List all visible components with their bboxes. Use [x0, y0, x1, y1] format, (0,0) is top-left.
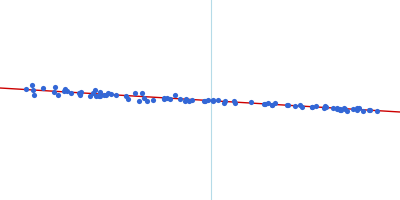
Point: [172, 93, 178, 96]
Point: [77, 94, 83, 97]
Point: [309, 106, 316, 109]
Point: [231, 100, 237, 103]
Point: [342, 108, 349, 111]
Point: [262, 102, 268, 105]
Point: [322, 105, 328, 108]
Point: [89, 91, 96, 95]
Point: [167, 97, 174, 101]
Point: [176, 98, 183, 101]
Point: [269, 104, 276, 107]
Point: [334, 106, 340, 109]
Point: [140, 96, 147, 100]
Point: [366, 108, 373, 112]
Point: [78, 90, 84, 94]
Point: [202, 100, 208, 103]
Point: [97, 91, 103, 94]
Point: [353, 108, 360, 111]
Point: [30, 89, 36, 92]
Point: [248, 101, 254, 104]
Point: [182, 99, 188, 102]
Point: [337, 109, 344, 112]
Point: [272, 101, 278, 104]
Point: [337, 107, 344, 110]
Point: [334, 107, 341, 111]
Point: [125, 98, 131, 101]
Point: [150, 98, 156, 101]
Point: [321, 107, 328, 110]
Point: [344, 109, 350, 112]
Point: [55, 93, 61, 96]
Point: [354, 106, 360, 109]
Point: [323, 106, 330, 109]
Point: [164, 96, 171, 99]
Point: [285, 104, 292, 107]
Point: [51, 90, 57, 94]
Point: [103, 93, 109, 97]
Point: [210, 99, 216, 103]
Point: [68, 91, 74, 94]
Point: [92, 88, 98, 92]
Point: [299, 106, 305, 109]
Point: [161, 97, 167, 101]
Point: [330, 107, 336, 110]
Point: [186, 100, 193, 103]
Point: [139, 92, 145, 95]
Point: [144, 99, 151, 102]
Point: [309, 105, 316, 108]
Point: [132, 91, 138, 94]
Point: [62, 87, 68, 90]
Point: [97, 94, 103, 97]
Point: [297, 103, 304, 107]
Point: [292, 105, 298, 108]
Point: [22, 87, 29, 91]
Point: [260, 102, 267, 105]
Point: [205, 98, 211, 101]
Point: [269, 103, 275, 106]
Point: [60, 89, 67, 92]
Point: [338, 108, 344, 111]
Point: [30, 93, 37, 96]
Point: [367, 108, 373, 111]
Point: [93, 94, 100, 98]
Point: [231, 101, 238, 104]
Point: [222, 99, 228, 103]
Point: [265, 101, 271, 104]
Point: [360, 110, 366, 113]
Point: [161, 96, 167, 100]
Point: [284, 104, 290, 107]
Point: [340, 107, 347, 110]
Point: [52, 86, 58, 89]
Point: [210, 98, 216, 101]
Point: [123, 94, 130, 97]
Point: [64, 90, 70, 93]
Point: [350, 108, 356, 111]
Point: [104, 92, 111, 95]
Point: [40, 86, 46, 90]
Point: [87, 94, 94, 98]
Point: [76, 92, 82, 95]
Point: [356, 107, 362, 110]
Point: [215, 99, 222, 102]
Point: [95, 94, 102, 97]
Point: [312, 105, 319, 108]
Point: [29, 83, 35, 87]
Point: [221, 101, 227, 104]
Point: [183, 98, 190, 101]
Point: [100, 93, 107, 97]
Point: [136, 99, 142, 102]
Point: [112, 94, 119, 97]
Point: [189, 98, 196, 101]
Point: [374, 109, 380, 112]
Point: [108, 93, 114, 96]
Point: [201, 99, 208, 103]
